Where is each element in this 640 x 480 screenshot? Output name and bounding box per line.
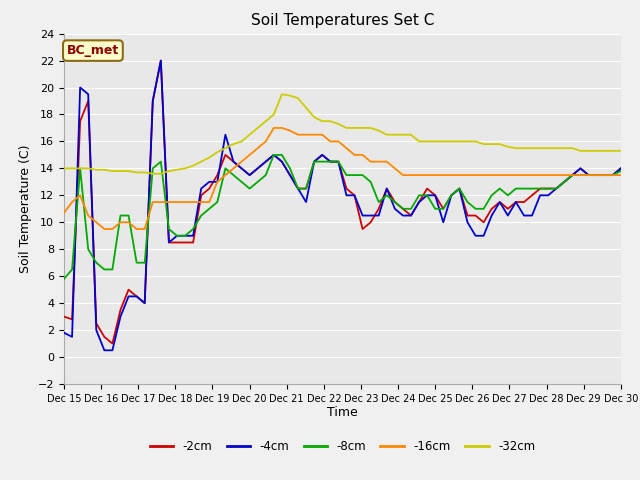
-8cm — [617, 168, 625, 174]
Line: -32cm: -32cm — [64, 94, 621, 174]
-2cm — [109, 341, 116, 347]
-4cm — [246, 172, 253, 178]
-32cm — [278, 91, 285, 97]
-16cm — [237, 159, 245, 165]
-16cm — [60, 210, 68, 216]
-4cm — [205, 179, 213, 185]
-2cm — [157, 58, 164, 63]
Y-axis label: Soil Temperature (C): Soil Temperature (C) — [19, 144, 32, 273]
-2cm — [552, 186, 560, 192]
-4cm — [552, 186, 560, 192]
-8cm — [60, 276, 68, 282]
-4cm — [617, 166, 625, 171]
Line: -8cm: -8cm — [64, 155, 621, 279]
-16cm — [270, 125, 278, 131]
-8cm — [536, 186, 544, 192]
-32cm — [237, 139, 245, 144]
-32cm — [552, 145, 560, 151]
-16cm — [141, 226, 148, 232]
-4cm — [310, 159, 318, 165]
-16cm — [100, 226, 108, 232]
Line: -16cm: -16cm — [64, 128, 621, 229]
-2cm — [246, 172, 253, 178]
-4cm — [60, 330, 68, 336]
-8cm — [545, 186, 552, 192]
-2cm — [310, 159, 318, 165]
Line: -4cm: -4cm — [64, 60, 621, 350]
-2cm — [383, 186, 390, 192]
-2cm — [205, 186, 213, 192]
-16cm — [617, 172, 625, 178]
-32cm — [310, 114, 318, 120]
X-axis label: Time: Time — [327, 407, 358, 420]
-2cm — [617, 166, 625, 171]
-32cm — [617, 148, 625, 154]
-2cm — [60, 314, 68, 320]
-16cm — [552, 172, 560, 178]
-4cm — [383, 186, 390, 192]
-4cm — [100, 348, 108, 353]
-2cm — [141, 300, 148, 306]
-32cm — [383, 132, 390, 138]
-16cm — [383, 159, 390, 165]
-4cm — [157, 58, 164, 63]
Line: -2cm: -2cm — [64, 60, 621, 344]
-8cm — [189, 226, 197, 232]
-32cm — [197, 159, 205, 165]
-4cm — [141, 300, 148, 306]
Text: BC_met: BC_met — [67, 44, 119, 57]
Legend: -2cm, -4cm, -8cm, -16cm, -32cm: -2cm, -4cm, -8cm, -16cm, -32cm — [145, 435, 540, 458]
-8cm — [270, 152, 278, 158]
-16cm — [310, 132, 318, 138]
-8cm — [375, 199, 383, 205]
-16cm — [197, 199, 205, 205]
-8cm — [132, 260, 140, 265]
-32cm — [60, 166, 68, 171]
-32cm — [132, 169, 140, 175]
-8cm — [230, 172, 237, 178]
-32cm — [149, 171, 157, 177]
Title: Soil Temperatures Set C: Soil Temperatures Set C — [251, 13, 434, 28]
